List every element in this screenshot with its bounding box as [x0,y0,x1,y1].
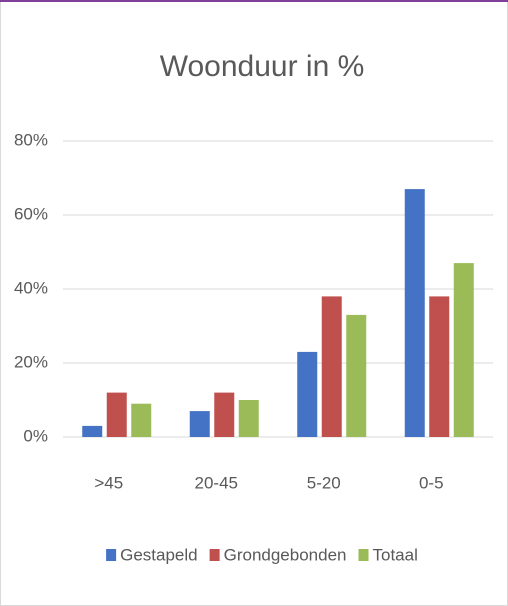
chart-title: Woonduur in % [160,50,365,83]
legend-label: Grondgebonden [224,545,347,564]
legend-label: Gestapeld [120,545,198,564]
y-tick-label: 20% [14,352,48,371]
y-tick-label: 80% [14,130,48,149]
bar [131,403,152,437]
bar [82,425,103,437]
bar [453,263,474,437]
y-tick-label: 0% [23,426,48,445]
legend-swatch [358,549,369,561]
bar [106,392,127,437]
bar [404,189,425,437]
bar [238,400,259,437]
x-tick-label: >45 [94,473,123,492]
legend-swatch [106,549,117,561]
bar [297,351,318,437]
bar [214,392,235,437]
x-tick-label: 0-5 [419,473,444,492]
x-tick-label: 20-45 [195,473,238,492]
legend-swatch [209,549,220,561]
y-tick-label: 60% [14,204,48,223]
x-tick-label: 5-20 [307,473,341,492]
y-tick-label: 40% [14,278,48,297]
bar [429,296,450,437]
bar [321,296,342,437]
legend-label: Totaal [373,545,418,564]
bar [346,314,367,437]
bar [189,411,210,437]
